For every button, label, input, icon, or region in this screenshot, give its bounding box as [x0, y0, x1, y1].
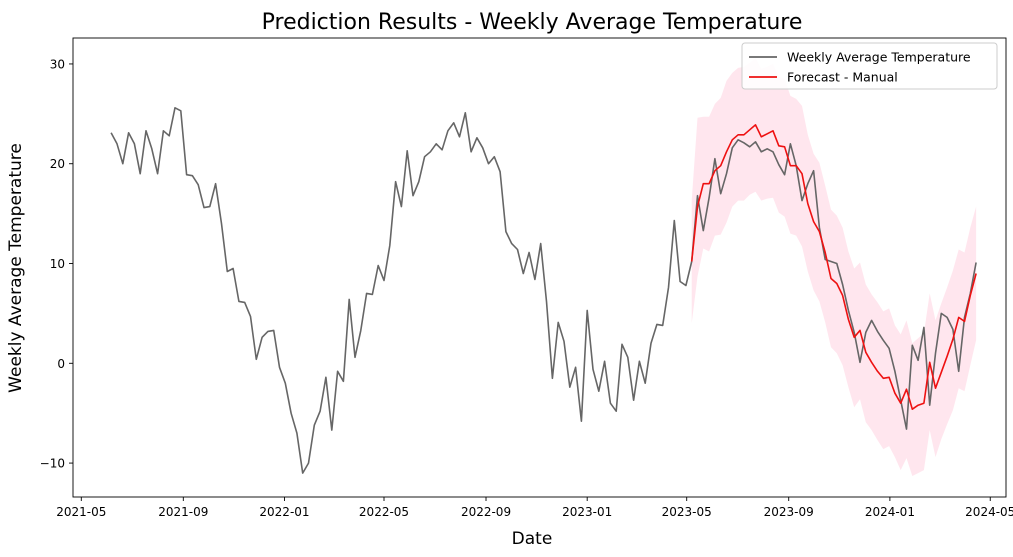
y-tick-label: 20: [50, 157, 65, 171]
x-tick-label: 2023-05: [662, 505, 712, 519]
legend: Weekly Average Temperature Forecast - Man…: [741, 42, 998, 90]
y-axis-title: Weekly Average Temperature: [6, 143, 26, 393]
legend-box: [741, 42, 998, 90]
forecast-confidence-band: [691, 58, 977, 476]
x-tick-label: 2021-09: [158, 505, 208, 519]
x-axis-title: Date: [512, 529, 553, 549]
x-tick-label: 2023-01: [562, 505, 612, 519]
y-tick-label: 0: [57, 357, 65, 371]
x-tick-label: 2024-05: [965, 505, 1013, 519]
y-tick-label: −10: [40, 457, 65, 471]
plot-area: 2021-05 2021-09 2022-01 2022-05 2022-09 2023-…: [40, 37, 1013, 519]
series-line-weekly-average-temperature: [110, 107, 977, 474]
legend-label: Forecast - Manual: [787, 70, 898, 85]
x-tick-label: 2023-09: [764, 505, 814, 519]
x-tick-label: 2024-01: [865, 505, 915, 519]
x-tick-label: 2022-01: [259, 505, 309, 519]
y-tick-label: 30: [50, 57, 65, 71]
x-tick-label: 2022-05: [359, 505, 409, 519]
legend-label: Weekly Average Temperature: [787, 50, 971, 65]
series-line-forecast-manual: [690, 124, 977, 411]
x-tick-label: 2021-05: [56, 505, 106, 519]
x-tick-label: 2022-09: [461, 505, 511, 519]
chart-title: Prediction Results - Weekly Average Temp…: [262, 10, 803, 35]
axes-frame: [72, 37, 1007, 498]
y-tick-label: 10: [50, 257, 65, 271]
